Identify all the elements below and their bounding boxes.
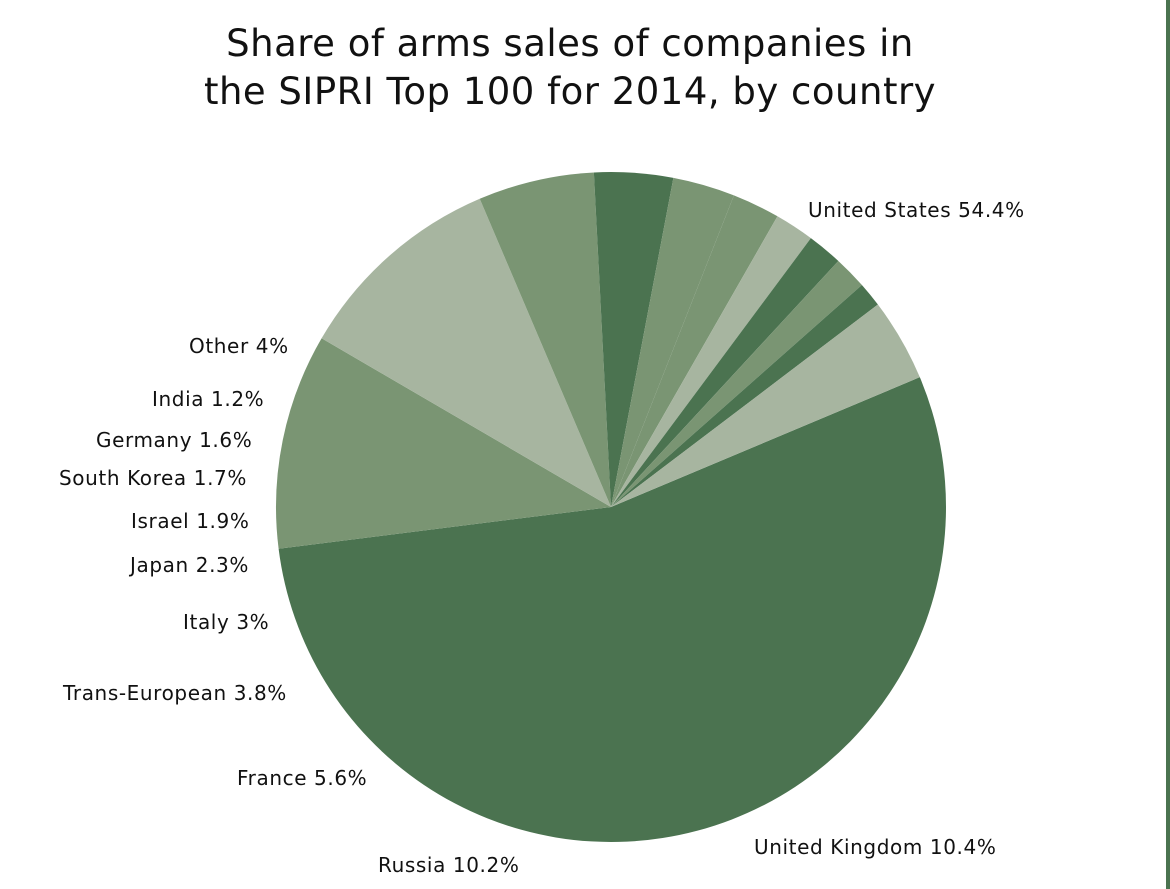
right-border-rule	[1166, 0, 1170, 889]
slice-label-russia: Russia 10.2%	[378, 853, 519, 877]
pie-slice-united-states	[278, 377, 947, 843]
slice-label-united-kingdom: United Kingdom 10.4%	[754, 835, 996, 859]
slice-label-india: India 1.2%	[152, 387, 264, 411]
pie-slice-india	[611, 285, 878, 507]
pie-slices	[276, 172, 947, 843]
pie-slice-other	[611, 304, 920, 507]
slice-label-other: Other 4%	[189, 334, 289, 358]
slice-label-south-korea: South Korea 1.7%	[59, 466, 247, 490]
slice-label-israel: Israel 1.9%	[131, 509, 249, 533]
slice-labels: United States 54.4% United Kingdom 10.4% R…	[59, 198, 1025, 877]
chart-title-line-2: the SIPRI Top 100 for 2014, by country	[203, 70, 937, 113]
pie-slice-japan	[611, 195, 778, 507]
pie-slice-italy	[611, 177, 734, 508]
pie-slice-israel	[611, 216, 811, 508]
slice-label-japan: Japan 2.3%	[128, 553, 249, 577]
chart-title: Share of arms sales of companies in the …	[0, 20, 1140, 116]
pie-slice-united-kingdom	[276, 338, 611, 549]
slice-label-trans-european: Trans-European 3.8%	[62, 681, 287, 705]
slice-label-germany: Germany 1.6%	[96, 428, 252, 452]
slice-label-italy: Italy 3%	[183, 610, 269, 634]
slice-label-united-states: United States 54.4%	[808, 198, 1025, 222]
pie-slice-south-korea	[611, 238, 839, 507]
slice-label-france: France 5.6%	[237, 766, 367, 790]
pie-slice-trans-european	[593, 172, 674, 507]
chart-title-line-1: Share of arms sales of companies in	[226, 22, 914, 65]
pie-slice-germany	[611, 260, 862, 507]
pie-slice-russia	[321, 198, 611, 508]
pie-slice-france	[479, 172, 611, 507]
